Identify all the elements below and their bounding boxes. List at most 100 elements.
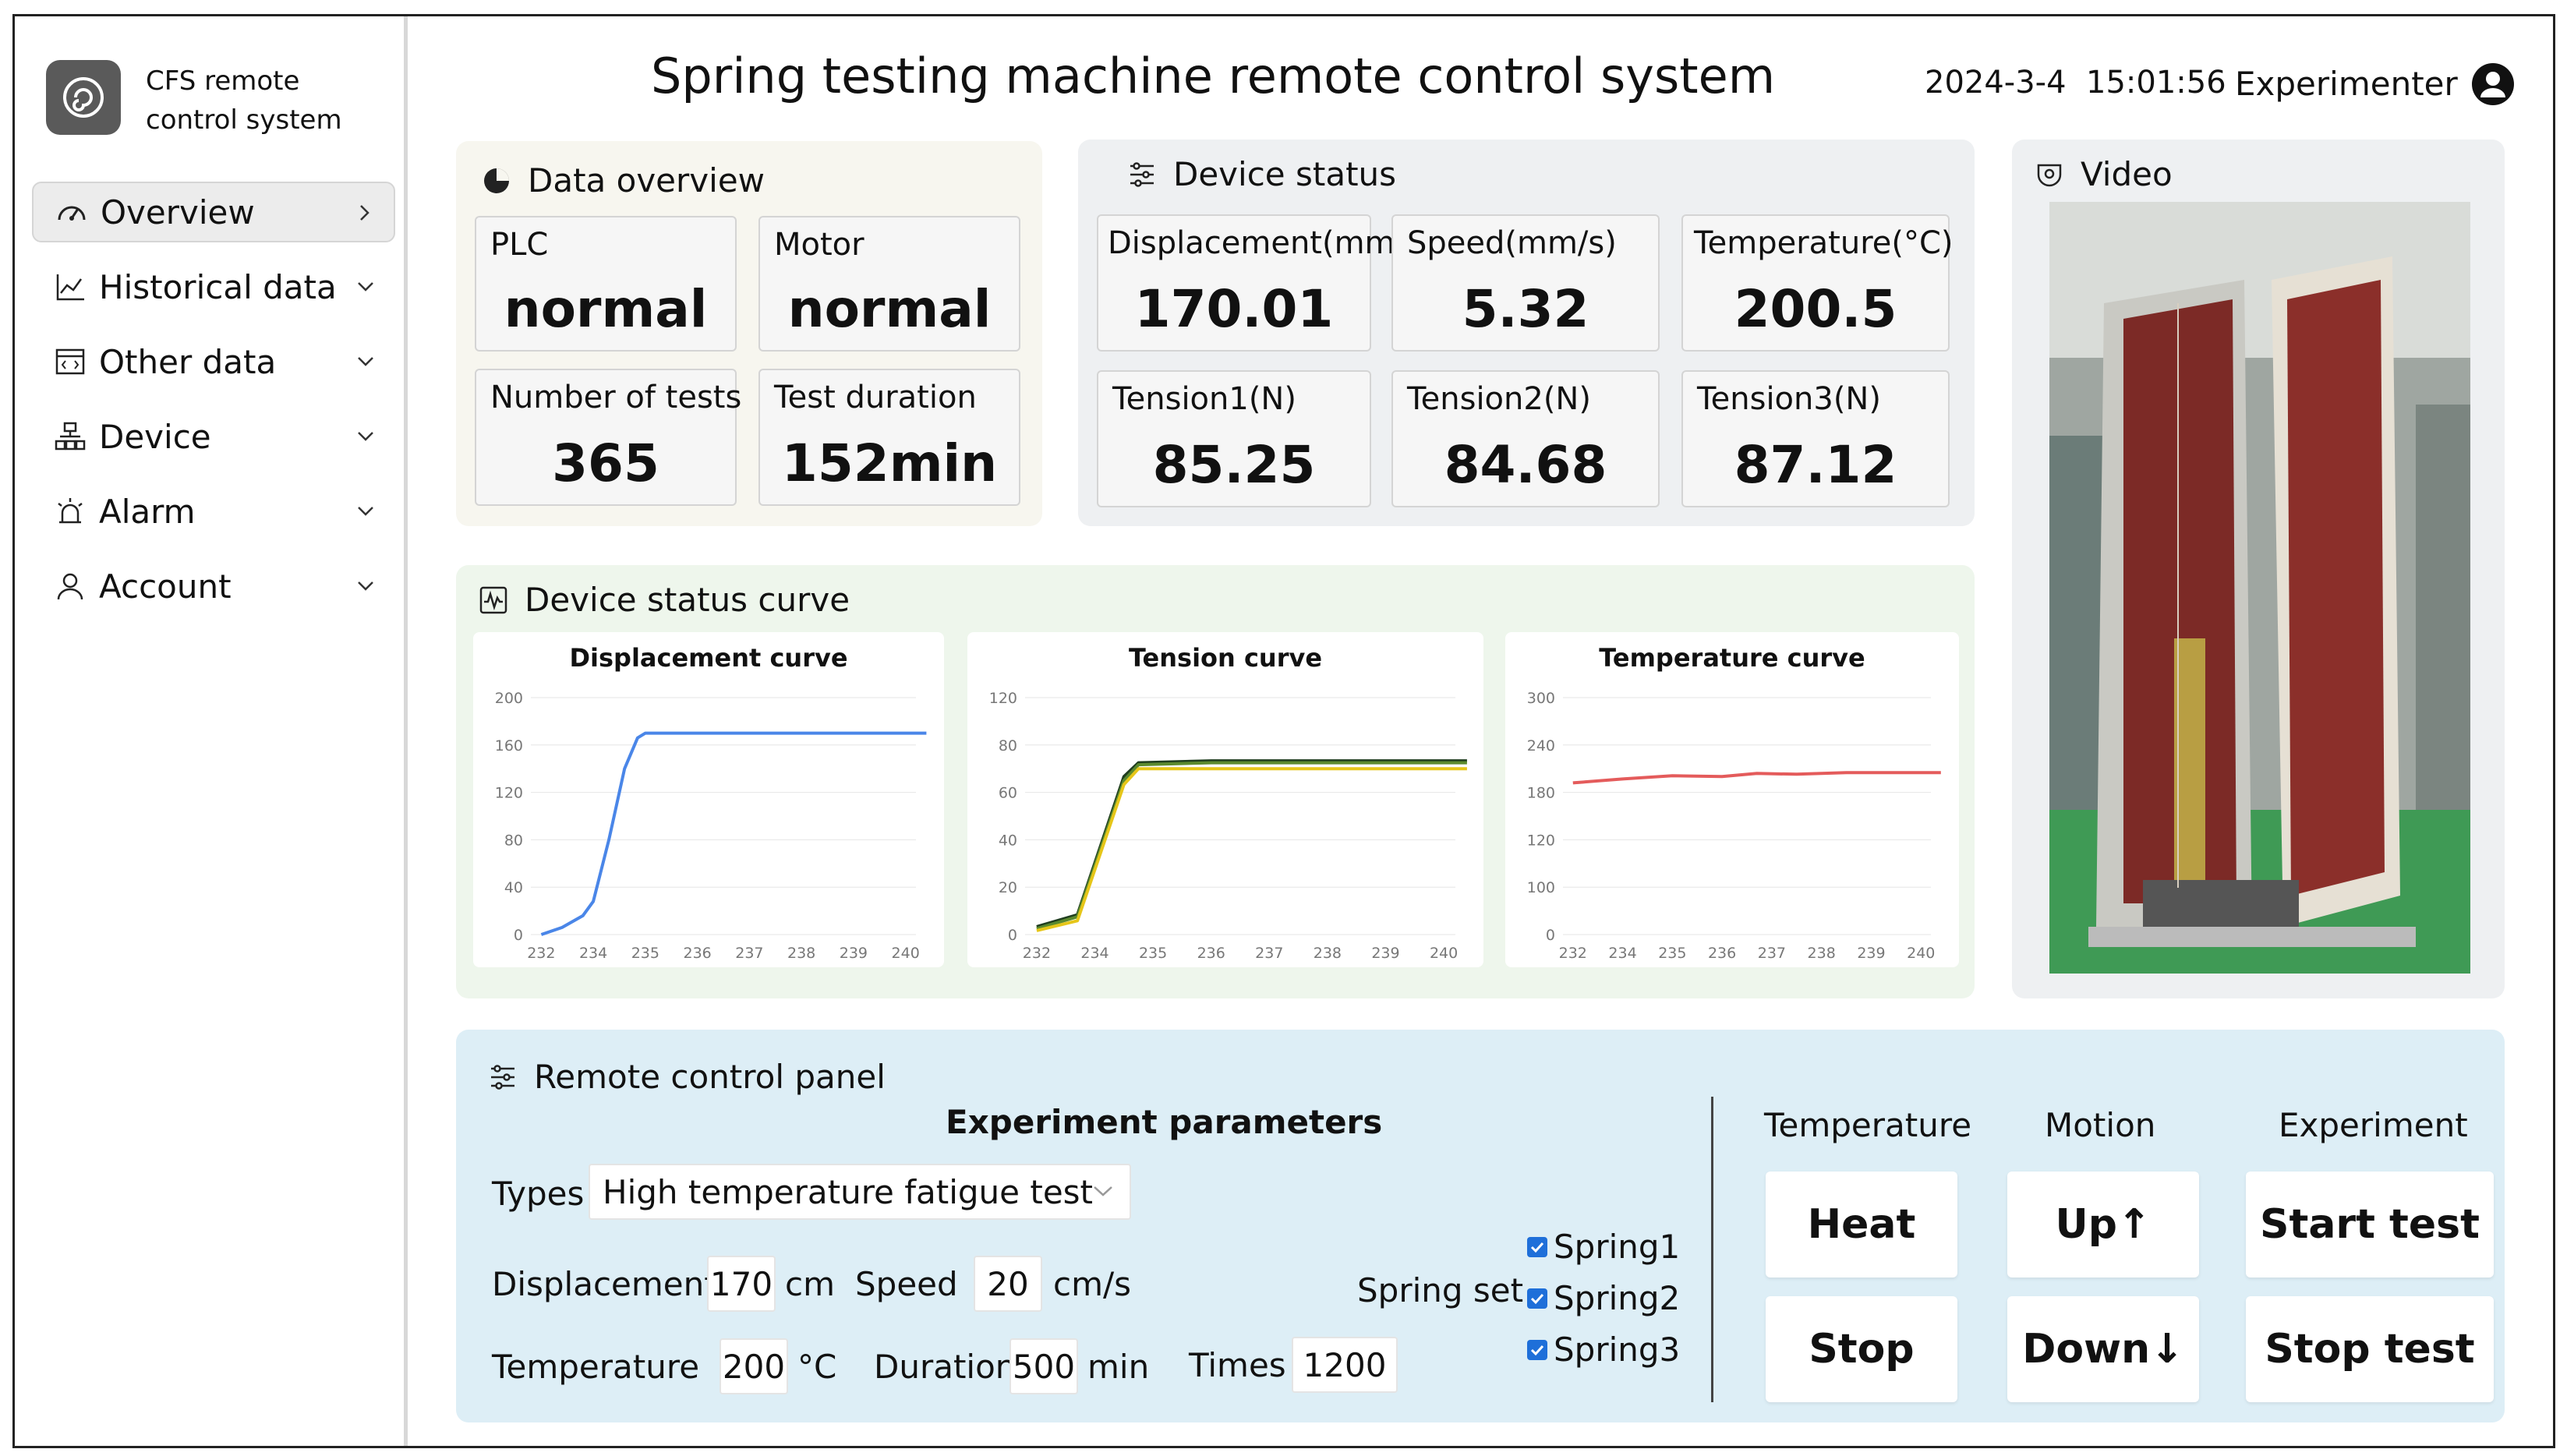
tension2-card: Tension2(N) 84.68 <box>1391 370 1660 507</box>
stop-heat-button[interactable]: Stop <box>1766 1296 1957 1402</box>
start-test-button[interactable]: Start test <box>2246 1172 2494 1278</box>
y-tick-label: 300 <box>1527 690 1555 707</box>
temperature-input[interactable]: 200 <box>720 1338 788 1394</box>
device-status-panel: Device status Displacement(mm) 170.01 Sp… <box>1078 140 1975 526</box>
network-icon <box>52 419 88 454</box>
plc-status-card: PLC normal <box>475 216 737 352</box>
camera-icon <box>2032 157 2067 192</box>
displacement-input[interactable]: 170 <box>707 1256 776 1312</box>
card-label: Tension2(N) <box>1407 381 1591 417</box>
x-tick-label: 232 <box>1023 945 1051 962</box>
card-value: 200.5 <box>1734 279 1897 339</box>
temperature-unit: °C <box>797 1348 837 1386</box>
page-title: Spring testing machine remote control sy… <box>651 48 1776 104</box>
spring1-checkbox[interactable] <box>1527 1237 1547 1257</box>
user-name[interactable]: Experimenter <box>2235 65 2458 103</box>
card-value: 5.32 <box>1462 279 1589 339</box>
data-overview-panel: Data overview PLC normal Motor normal Nu… <box>456 141 1042 526</box>
video-title: Video <box>2032 155 2173 193</box>
stop-test-button[interactable]: Stop test <box>2246 1296 2494 1402</box>
card-label: Speed(mm/s) <box>1407 225 1617 261</box>
displacement-unit: cm <box>785 1265 836 1303</box>
datetime: 2024-3-4 15:01:56 <box>1925 65 2226 101</box>
tension3-card: Tension3(N) 87.12 <box>1681 370 1950 507</box>
x-tick-label: 232 <box>527 945 555 962</box>
logo-icon <box>46 60 121 135</box>
account-avatar-icon[interactable] <box>2470 62 2516 107</box>
x-tick-label: 236 <box>1197 945 1225 962</box>
temperature-chart: Temperature curve 0 100 120 180 240 300 232 234 2… <box>1505 632 1959 967</box>
duration-input[interactable]: 500 <box>1009 1338 1078 1394</box>
motor-status-card: Motor normal <box>758 216 1020 352</box>
spring2-checkbox[interactable] <box>1527 1288 1547 1309</box>
video-feed[interactable] <box>2049 202 2470 974</box>
x-tick-label: 238 <box>1808 945 1836 962</box>
chart-title: Tension curve <box>1129 643 1322 673</box>
x-tick-label: 240 <box>1907 945 1935 962</box>
y-tick-label: 20 <box>999 879 1017 896</box>
spring3-label: Spring3 <box>1554 1331 1681 1369</box>
y-tick-label: 0 <box>1008 927 1017 944</box>
sidebar-item-label: Overview <box>101 193 255 231</box>
card-value: 84.68 <box>1444 435 1607 495</box>
card-value: 85.25 <box>1152 435 1316 495</box>
x-tick-label: 235 <box>631 945 659 962</box>
down-button[interactable]: Down↓ <box>2007 1296 2199 1402</box>
displacement-chart: Displacement curve 0 40 80 120 160 200 232 234 23… <box>473 632 944 967</box>
settings-list-icon <box>486 1060 520 1094</box>
sidebar-item-overview[interactable]: Overview <box>32 182 395 242</box>
sidebar-item-historical-data[interactable]: Historical data <box>32 256 395 317</box>
alarm-icon <box>52 493 88 529</box>
y-tick-label: 100 <box>1527 879 1555 896</box>
spring2-label: Spring2 <box>1554 1279 1681 1317</box>
panel-title-text: Data overview <box>528 161 766 200</box>
device-status-curve-panel: Device status curve Displacement curve 0 4… <box>456 565 1975 998</box>
data-overview-title: Data overview <box>479 161 765 200</box>
spring3-checkbox[interactable] <box>1527 1340 1547 1360</box>
remote-control-panel: Remote control panel Experiment paramete… <box>456 1030 2505 1422</box>
displacement-card: Displacement(mm) 170.01 <box>1097 214 1407 352</box>
waveform-icon <box>476 583 511 617</box>
temperature-card: Temperature(°C) 200.5 <box>1681 214 1954 352</box>
times-input[interactable]: 1200 <box>1292 1337 1398 1393</box>
sidebar-item-label: Other data <box>99 342 277 381</box>
video-panel: Video <box>2012 140 2505 998</box>
y-tick-label: 180 <box>1527 785 1555 802</box>
pie-chart-icon <box>479 164 514 198</box>
x-tick-label: 238 <box>787 945 815 962</box>
chart-title: Temperature curve <box>1599 643 1865 673</box>
speed-input[interactable]: 20 <box>974 1256 1042 1312</box>
up-button[interactable]: Up↑ <box>2007 1172 2199 1278</box>
sidebar-item-account[interactable]: Account <box>32 556 395 617</box>
sidebar-item-alarm[interactable]: Alarm <box>32 481 395 542</box>
line-chart-icon <box>52 269 88 305</box>
y-tick-label: 240 <box>1527 737 1555 755</box>
displacement-label: Displacement <box>492 1265 717 1303</box>
chevron-down-icon <box>350 270 381 302</box>
temperature-controls-header: Temperature <box>1764 1106 1972 1144</box>
curve-panel-title: Device status curve <box>476 581 850 619</box>
sidebar-item-other-data[interactable]: Other data <box>32 331 395 392</box>
tension1-card: Tension1(N) 85.25 <box>1097 370 1371 507</box>
panel-title-text: Device status <box>1173 155 1397 193</box>
spring-set-label: Spring set <box>1357 1271 1524 1309</box>
x-tick-label: 234 <box>1080 945 1108 962</box>
card-value: 87.12 <box>1734 435 1897 495</box>
heat-button[interactable]: Heat <box>1766 1172 1957 1278</box>
settings-list-icon <box>1125 157 1159 192</box>
types-label: Types <box>492 1175 585 1213</box>
sidebar-item-label: Account <box>99 567 232 606</box>
sidebar-item-device[interactable]: Device <box>32 406 395 467</box>
app-name-line1: CFS remote <box>146 65 300 97</box>
card-label: Number of tests <box>490 380 742 415</box>
types-select[interactable]: High temperature fatigue test <box>589 1164 1131 1220</box>
duration-label: Duration <box>874 1348 1017 1386</box>
chevron-down-icon <box>350 420 381 451</box>
speed-card: Speed(mm/s) 5.32 <box>1391 214 1660 352</box>
card-label: Tension3(N) <box>1697 381 1881 417</box>
series-line <box>1036 767 1467 932</box>
y-tick-label: 60 <box>999 785 1017 802</box>
x-tick-label: 236 <box>1708 945 1736 962</box>
x-tick-label: 234 <box>1608 945 1636 962</box>
experiment-controls-header: Experiment <box>2279 1106 2468 1144</box>
